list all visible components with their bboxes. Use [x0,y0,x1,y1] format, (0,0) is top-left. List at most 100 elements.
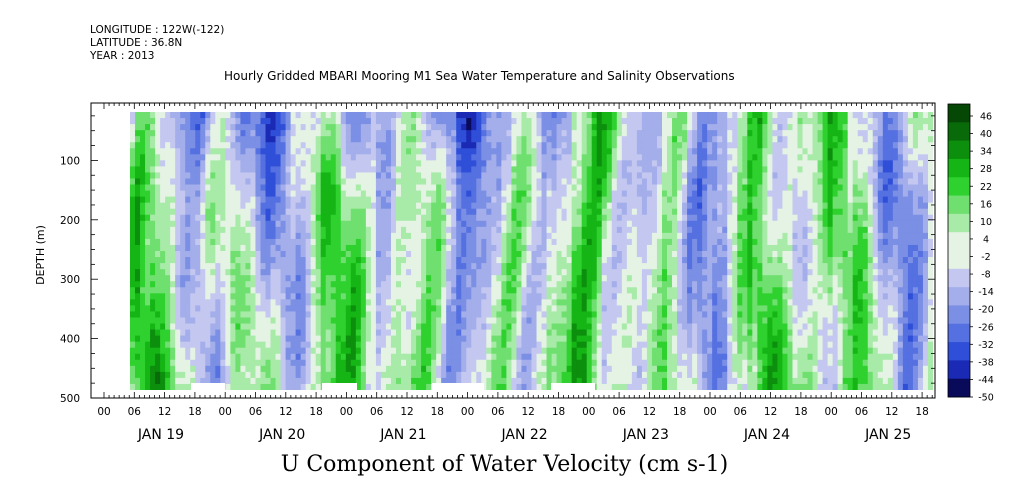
heatmap-cell [200,238,206,246]
heatmap-cell [220,172,226,180]
heatmap-cell [300,112,307,119]
heatmap-cell [496,329,502,337]
heatmap-cell [395,359,402,367]
heatmap-cell [245,226,252,234]
heatmap-cell [501,184,508,192]
heatmap-cell [601,238,608,246]
heatmap-cell [646,238,653,246]
heatmap-cell [591,323,598,331]
heatmap-cell [591,226,598,234]
heatmap-cell [140,335,146,343]
heatmap-cell [571,293,578,300]
heatmap-cell [325,208,332,216]
heatmap-cell [240,365,247,373]
heatmap-cell [526,305,533,313]
heatmap-cell [135,317,141,325]
heatmap-cell [220,317,226,325]
heatmap-cell [546,383,553,390]
heatmap-cell [466,335,472,343]
heatmap-cell [456,148,462,155]
heatmap-cell [611,347,618,355]
heatmap-cell [431,335,437,343]
heatmap-cell [566,124,573,131]
heatmap-cell [165,172,171,180]
heatmap-cell [130,269,136,276]
heatmap-cell [636,359,643,367]
heatmap-cell [626,311,633,319]
heatmap-cell [556,196,563,204]
heatmap-cell [150,383,156,390]
heatmap-cell [556,371,563,379]
heatmap-cell [140,341,146,349]
heatmap-cell [516,178,523,186]
heatmap-cell [250,257,257,264]
heatmap-cell [656,130,663,137]
heatmap-cell [576,190,583,198]
heatmap-cell [370,172,377,180]
heatmap-cell [421,226,427,234]
heatmap-cell [395,148,402,155]
heatmap-cell [461,184,467,192]
heatmap-cell [491,365,497,373]
heatmap-cell [315,214,322,222]
heatmap-cell [235,311,242,319]
heatmap-cell [561,275,568,282]
heatmap-cell [265,196,272,204]
heatmap-cell [421,220,427,228]
heatmap-cell [611,232,618,240]
heatmap-cell [631,112,638,119]
heatmap-cell [496,214,502,222]
heatmap-cell [320,118,327,125]
heatmap-cell [185,335,191,343]
heatmap-cell [667,359,673,367]
heatmap-cell [556,347,563,355]
heatmap-cell [155,269,161,276]
heatmap-cell [375,383,382,390]
heatmap-cell [516,311,523,319]
heatmap-cell [461,202,467,210]
heatmap-cell [200,311,206,319]
heatmap-cell [150,281,156,288]
heatmap-cell [285,317,292,325]
heatmap-cell [491,305,497,313]
heatmap-cell [667,166,673,174]
heatmap-cell [596,136,603,143]
heatmap-cell [315,232,322,240]
heatmap-cell [310,184,317,192]
heatmap-cell [641,238,648,246]
heatmap-cell [606,142,613,149]
heatmap-cell [536,166,543,174]
heatmap-cell [466,244,472,252]
heatmap-cell [406,136,412,143]
heatmap-cell [320,178,327,186]
heatmap-cell [541,238,548,246]
heatmap-cell [230,178,236,186]
heatmap-cell [330,341,337,349]
heatmap-cell [145,238,151,246]
heatmap-cell [661,208,668,216]
heatmap-cell [335,341,342,349]
heatmap-cell [225,190,231,198]
heatmap-cell [350,232,357,240]
heatmap-cell [195,257,201,264]
heatmap-cell [170,166,176,174]
heatmap-cell [401,130,407,137]
heatmap-cell [441,196,447,204]
heatmap-cell [300,251,307,258]
heatmap-cell [350,287,357,294]
heatmap-cell [230,232,236,240]
heatmap-cell [436,359,442,367]
heatmap-cell [536,196,543,204]
heatmap-cell [275,184,282,192]
heatmap-cell [596,263,603,270]
heatmap-cell [285,269,292,276]
heatmap-cell [205,190,211,198]
heatmap-cell [365,287,372,294]
heatmap-cell [200,341,206,349]
heatmap-cell [310,251,317,258]
heatmap-cell [375,118,382,125]
heatmap-cell [561,208,568,216]
heatmap-cell [616,359,623,367]
heatmap-cell [390,190,397,198]
heatmap-cell [416,208,422,216]
